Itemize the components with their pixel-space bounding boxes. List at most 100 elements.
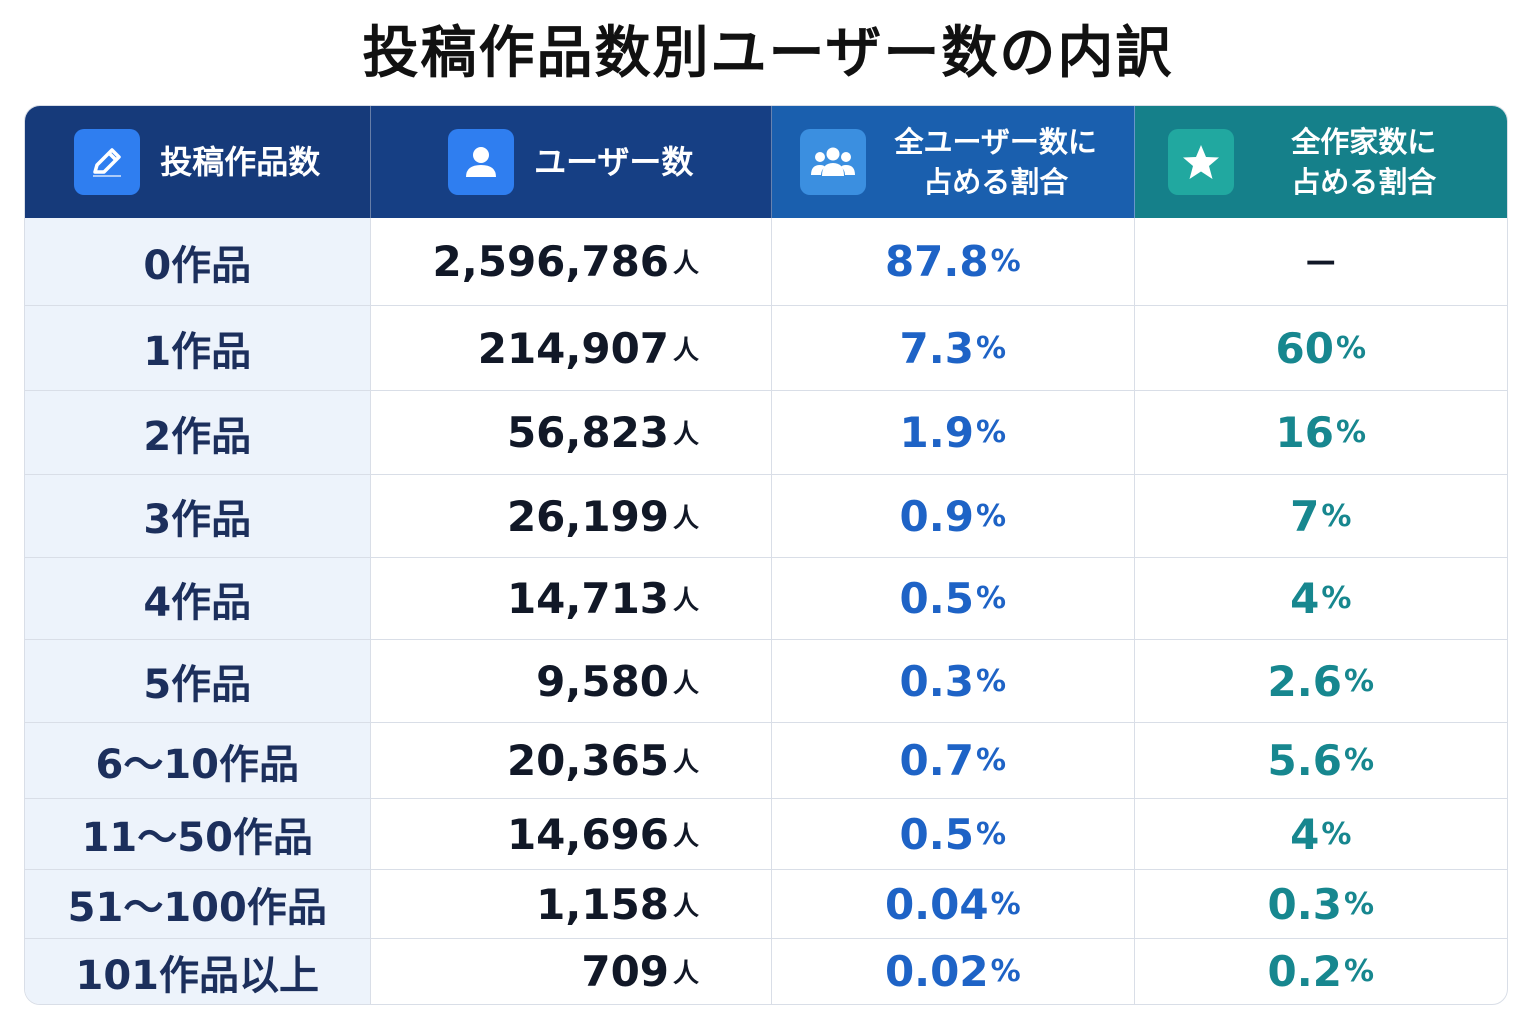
works-count-cell: 4作品 (25, 558, 371, 639)
author-share-cell: 60% (1135, 306, 1507, 390)
user-count-value: 9,580 (536, 656, 670, 706)
percent-sign: % (975, 816, 1007, 852)
person-unit: 人 (673, 668, 700, 699)
author-share-value: 0.3 (1267, 879, 1342, 929)
user-share-value: 0.04 (884, 879, 989, 929)
user-share-cell: 1.9% (772, 391, 1135, 474)
user-count-cell: 2,596,786 人 (371, 218, 773, 305)
user-share-cell: 0.5% (772, 558, 1135, 639)
user-share-value: 1.9 (899, 408, 974, 457)
user-share-value: 0.02 (884, 947, 989, 996)
user-count-cell: 9,580 人 (371, 640, 773, 722)
percent-sign: % (1321, 816, 1352, 852)
user-count-cell: 1,158 人 (371, 870, 773, 938)
percent-sign: % (1343, 743, 1374, 778)
header-works-count: 投稿作品数 (25, 106, 371, 218)
header-label: 全作家数に 占める割合 (1254, 122, 1474, 202)
percent-sign: % (975, 581, 1007, 616)
header-author-share: 全作家数に 占める割合 (1134, 106, 1507, 218)
user-count-value: 214,907 (477, 323, 670, 373)
author-share-cell: 7% (1135, 475, 1507, 557)
person-unit: 人 (673, 748, 700, 778)
header-label-line2: 占める割合 (1291, 165, 1437, 199)
person-unit: 人 (673, 821, 700, 852)
percent-sign: % (975, 743, 1007, 778)
author-share-value: — (1305, 244, 1336, 279)
percent-sign: % (1335, 415, 1367, 450)
user-share-value: 87.8 (884, 237, 989, 286)
author-share-cell: 4% (1135, 799, 1507, 869)
author-share-value: 0.2 (1267, 947, 1342, 996)
user-count-value: 1,158 (536, 879, 670, 929)
author-share-cell: 4% (1135, 558, 1507, 639)
user-share-value: 0.7 (899, 736, 974, 785)
author-share-value: 2.6 (1267, 656, 1342, 706)
table-body: 0作品 2,596,786 人 87.8% —1作品 214,907 人 7.3% 60% 2作品… (25, 218, 1507, 1004)
user-share-value: 7.3 (899, 323, 974, 373)
header-label: ユーザー数 (534, 143, 694, 181)
percent-sign: % (975, 330, 1007, 366)
user-share-cell: 0.3% (772, 640, 1135, 722)
author-share-value: 5.6 (1267, 736, 1342, 785)
pencil-icon (74, 129, 141, 195)
star-icon (1167, 129, 1234, 195)
breakdown-table: 投稿作品数 ユーザー数 (24, 105, 1508, 1005)
table-row: 11〜50作品 14,696 人 0.5% 4% (25, 798, 1507, 869)
table-header: 投稿作品数 ユーザー数 (25, 106, 1507, 218)
user-share-cell: 0.5% (772, 799, 1135, 869)
percent-sign: % (975, 663, 1007, 699)
header-label-line2: 占める割合 (923, 165, 1069, 199)
user-count-cell: 709 人 (371, 939, 773, 1004)
works-count-cell: 11〜50作品 (25, 799, 371, 869)
user-count-cell: 214,907 人 (371, 306, 773, 390)
author-share-cell: 2.6% (1135, 640, 1507, 722)
author-share-cell: — (1135, 218, 1507, 305)
user-share-value: 0.3 (899, 656, 974, 706)
user-count-value: 56,823 (506, 408, 670, 457)
person-unit: 人 (673, 335, 700, 366)
works-count-cell: 101作品以上 (25, 939, 371, 1004)
author-share-value: 7 (1290, 491, 1320, 541)
person-unit: 人 (673, 959, 700, 989)
works-count-cell: 6〜10作品 (25, 723, 371, 798)
user-count-value: 2,596,786 (432, 237, 670, 286)
author-share-cell: 0.3% (1135, 870, 1507, 938)
user-share-value: 0.5 (899, 574, 974, 623)
table-row: 3作品 26,199 人 0.9% 7% (25, 474, 1507, 557)
table-row: 2作品 56,823 人 1.9% 16% (25, 390, 1507, 474)
header-user-count: ユーザー数 (370, 106, 772, 218)
works-count-cell: 0作品 (25, 218, 371, 305)
works-count-cell: 51〜100作品 (25, 870, 371, 938)
user-share-cell: 0.9% (772, 475, 1135, 557)
percent-sign: % (1343, 886, 1374, 922)
header-label: 投稿作品数 (160, 143, 321, 181)
person-unit: 人 (673, 586, 700, 616)
percent-sign: % (1343, 663, 1374, 699)
percent-sign: % (990, 886, 1021, 922)
header-user-share: 全ユーザー数に 占める割合 (771, 106, 1135, 218)
percent-sign: % (975, 498, 1007, 534)
header-label-line1: 全作家数に (1291, 125, 1437, 159)
author-share-value: 4 (1290, 574, 1320, 623)
author-share-value: 16 (1275, 408, 1334, 457)
user-count-value: 20,365 (506, 736, 670, 785)
header-label: 全ユーザー数に 占める割合 (886, 122, 1106, 202)
author-share-cell: 0.2% (1135, 939, 1507, 1004)
user-share-cell: 87.8% (772, 218, 1135, 305)
table-row: 51〜100作品 1,158 人 0.04% 0.3% (25, 869, 1507, 938)
percent-sign: % (1321, 498, 1352, 534)
group-icon (799, 129, 866, 195)
user-share-cell: 0.04% (772, 870, 1135, 938)
user-count-cell: 14,696 人 (371, 799, 773, 869)
user-count-cell: 20,365 人 (371, 723, 773, 798)
table-row: 101作品以上 709 人 0.02% 0.2% (25, 938, 1507, 1004)
percent-sign: % (975, 415, 1007, 450)
user-count-value: 26,199 (506, 491, 670, 541)
user-count-value: 14,713 (506, 574, 670, 623)
works-count-cell: 5作品 (25, 640, 371, 722)
page-title: 投稿作品数別ユーザー数の内訳 (362, 21, 1174, 86)
works-count-cell: 1作品 (25, 306, 371, 390)
author-share-cell: 5.6% (1135, 723, 1507, 798)
person-unit: 人 (673, 503, 700, 534)
